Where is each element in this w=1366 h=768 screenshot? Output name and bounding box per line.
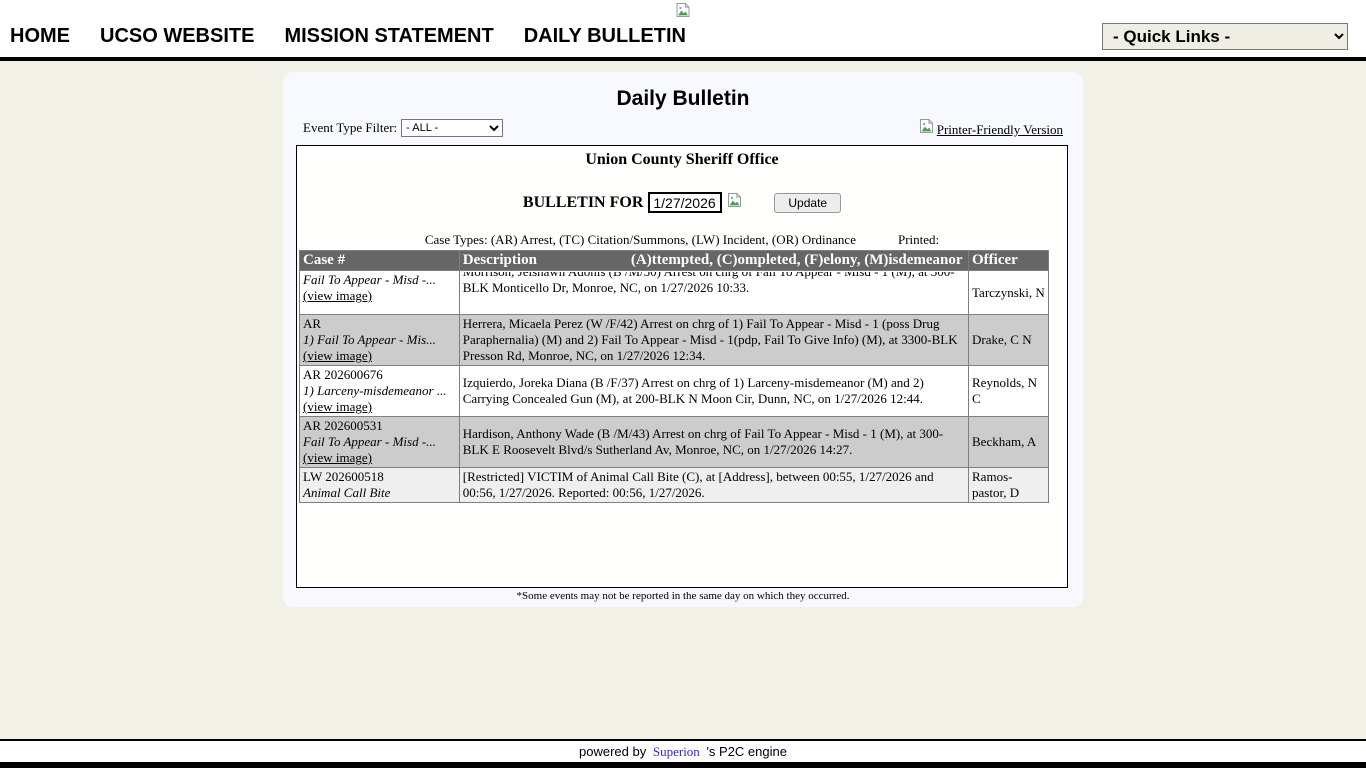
printer-friendly-label: Printer-Friendly Version [936, 122, 1063, 137]
top-nav-bar: HOME UCSO WEBSITE MISSION STATEMENT DAIL… [0, 0, 1366, 61]
description-header: Description (A)ttempted, (C)ompleted, (F)… [458, 250, 970, 271]
description-text: Hardison, Anthony Wade (B /M/43) Arrest … [462, 426, 944, 457]
officer-name: Beckham, A [968, 416, 1049, 468]
page-footer: powered by Superion 's P2C engine [0, 739, 1366, 768]
case-cell: AR 202600676 1) Larceny-misdemeanor ... … [299, 365, 460, 417]
filter-row: Event Type Filter: - ALL - Printer-Frien… [303, 118, 1063, 138]
description-header-label: Description [462, 252, 537, 268]
charge-text: Animal Call Bite [303, 485, 391, 500]
case-number: AR 202600531 [303, 418, 383, 433]
table-row: AR 202600531 Fail To Appear - Misd -... … [299, 416, 1049, 468]
case-number-header: Case # [299, 250, 460, 271]
description-text: Herrera, Micaela Perez (W /F/42) Arrest … [462, 316, 958, 363]
description-cell: Herrera, Micaela Perez (W /F/42) Arrest … [458, 314, 970, 366]
bulletin-date-input[interactable] [648, 192, 723, 213]
case-cell: AR 202600531 Fail To Appear - Misd -... … [299, 416, 460, 468]
bulletin-for-label: BULLETIN FOR [522, 193, 644, 211]
description-text: Izquierdo, Joreka Diana (B /F/37) Arrest… [462, 375, 924, 406]
calendar-broken-image-icon[interactable] [727, 192, 742, 213]
charge-text: 1) Larceny-misdemeanor ... [303, 383, 447, 398]
view-image-link[interactable]: (view image) [303, 450, 372, 465]
description-text: Morrison, Jeishawn Adonis (B /M/50) Arre… [462, 272, 955, 295]
daily-bulletin-panel: Daily Bulletin Event Type Filter: - ALL … [283, 72, 1083, 607]
agency-title: Union County Sheriff Office [585, 151, 779, 168]
main-nav: HOME UCSO WEBSITE MISSION STATEMENT DAIL… [10, 25, 686, 48]
engine-text: 's P2C engine [706, 744, 787, 759]
case-cell: Fail To Appear - Misd -... (view image) [299, 270, 460, 315]
description-cell: Hardison, Anthony Wade (B /M/43) Arrest … [458, 416, 970, 468]
superion-link[interactable]: Superion [652, 744, 700, 759]
printed-label: Printed: [897, 232, 940, 247]
footer-black-bar [0, 762, 1366, 768]
table-row: AR 202600676 1) Larceny-misdemeanor ... … [299, 365, 1049, 417]
nav-item-mission-statement[interactable]: MISSION STATEMENT [284, 25, 494, 47]
description-cell: Morrison, Jeishawn Adonis (B /M/50) Arre… [458, 270, 970, 315]
charge-text: 1) Fail To Appear - Mis... [303, 332, 436, 347]
update-button[interactable]: Update [774, 192, 842, 213]
table-header-row: Case # Description (A)ttempted, (C)omplet… [299, 250, 1049, 271]
bulletin-box: Union County Sheriff Office BULLETIN FOR… [296, 145, 1068, 588]
description-text: [Restricted] VICTIM of Animal Call Bite … [462, 469, 934, 500]
case-cell: LW 202600518 Animal Call Bite [299, 467, 460, 503]
nav-item-home[interactable]: HOME [10, 25, 70, 47]
event-type-filter-select[interactable]: - ALL - [401, 119, 504, 137]
description-cell: [Restricted] VICTIM of Animal Call Bite … [458, 467, 970, 503]
officer-name: Reynolds, N C [968, 365, 1049, 417]
bulletin-table-body: Fail To Appear - Misd -... (view image) … [299, 270, 1049, 503]
charge-text: Fail To Appear - Misd -... [303, 434, 436, 449]
printer-friendly-link[interactable]: Printer-Friendly Version [919, 118, 1063, 138]
case-types-line: Case Types: (AR) Arrest, (TC) Citation/S… [297, 232, 1067, 248]
printer-broken-image-icon [919, 118, 934, 138]
bulletin-for-row: BULLETIN FOR Update [297, 192, 1067, 213]
officer-name: Tarczynski, N [968, 270, 1049, 315]
case-cell: AR 1) Fail To Appear - Mis... (view imag… [299, 314, 460, 366]
bulletin-table: Case # Description (A)ttempted, (C)omplet… [299, 250, 1049, 503]
quick-links-select[interactable]: - Quick Links - [1102, 23, 1348, 50]
case-types-text: Case Types: (AR) Arrest, (TC) Citation/S… [424, 232, 856, 247]
view-image-link[interactable]: (view image) [303, 399, 372, 414]
view-image-link[interactable]: (view image) [303, 288, 372, 303]
event-type-filter-label: Event Type Filter: [303, 120, 398, 135]
case-number: AR 202600676 [303, 367, 383, 382]
officer-name: Ramos-pastor, D [968, 467, 1049, 503]
table-row: AR 1) Fail To Appear - Mis... (view imag… [299, 314, 1049, 366]
bulletin-footnote: *Some events may not be reported in the … [516, 590, 850, 602]
description-cell: Izquierdo, Joreka Diana (B /F/37) Arrest… [458, 365, 970, 417]
powered-by-text: powered by [579, 744, 647, 759]
case-number: AR [303, 316, 322, 331]
page-title: Daily Bulletin [616, 87, 750, 110]
table-row: LW 202600518 Animal Call Bite [Restricte… [299, 467, 1049, 503]
case-number: LW 202600518 [303, 469, 384, 484]
table-row: Fail To Appear - Misd -... (view image) … [299, 270, 1049, 315]
officer-name: Drake, C N [968, 314, 1049, 366]
description-header-legend: (A)ttempted, (C)ompleted, (F)elony, (M)i… [630, 252, 963, 268]
view-image-link[interactable]: (view image) [303, 348, 372, 363]
charge-text: Fail To Appear - Misd -... [303, 272, 436, 287]
nav-item-ucso-website[interactable]: UCSO WEBSITE [100, 25, 255, 47]
nav-item-daily-bulletin[interactable]: DAILY BULLETIN [523, 25, 686, 47]
broken-image-icon [676, 2, 691, 23]
officer-header: Officer [968, 250, 1049, 271]
